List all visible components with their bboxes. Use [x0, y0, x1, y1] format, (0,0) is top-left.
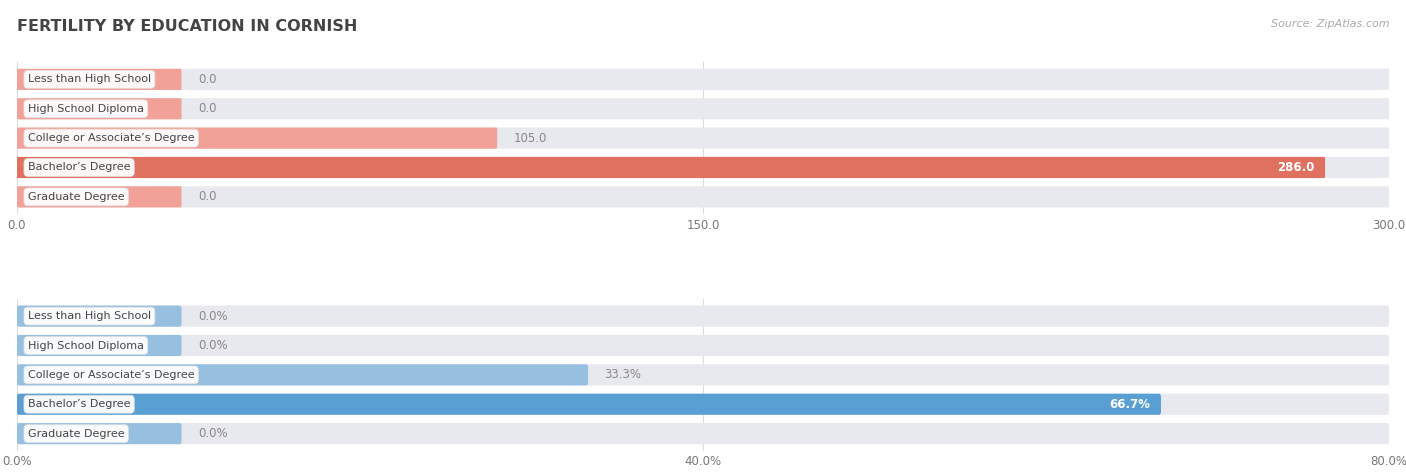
FancyBboxPatch shape	[17, 69, 1389, 90]
FancyBboxPatch shape	[17, 394, 1389, 415]
Text: College or Associate’s Degree: College or Associate’s Degree	[28, 370, 194, 380]
Text: High School Diploma: High School Diploma	[28, 104, 143, 114]
Text: 0.0%: 0.0%	[198, 310, 228, 323]
FancyBboxPatch shape	[17, 305, 181, 327]
FancyBboxPatch shape	[17, 98, 181, 119]
Text: 105.0: 105.0	[513, 132, 547, 144]
FancyBboxPatch shape	[17, 423, 1389, 444]
FancyBboxPatch shape	[17, 305, 1389, 327]
FancyBboxPatch shape	[17, 364, 588, 385]
Text: Less than High School: Less than High School	[28, 311, 150, 321]
Text: 0.0: 0.0	[198, 73, 217, 86]
Text: College or Associate’s Degree: College or Associate’s Degree	[28, 133, 194, 143]
Text: Source: ZipAtlas.com: Source: ZipAtlas.com	[1271, 19, 1389, 29]
FancyBboxPatch shape	[17, 128, 498, 149]
Text: Bachelor’s Degree: Bachelor’s Degree	[28, 399, 131, 409]
Text: 0.0: 0.0	[198, 190, 217, 203]
Text: 0.0%: 0.0%	[198, 339, 228, 352]
FancyBboxPatch shape	[17, 98, 1389, 119]
FancyBboxPatch shape	[17, 186, 1389, 208]
Text: FERTILITY BY EDUCATION IN CORNISH: FERTILITY BY EDUCATION IN CORNISH	[17, 19, 357, 34]
Text: 33.3%: 33.3%	[605, 369, 641, 381]
Text: Graduate Degree: Graduate Degree	[28, 192, 125, 202]
FancyBboxPatch shape	[17, 69, 181, 90]
Text: Bachelor’s Degree: Bachelor’s Degree	[28, 162, 131, 172]
Text: 0.0: 0.0	[198, 102, 217, 115]
FancyBboxPatch shape	[17, 157, 1389, 178]
FancyBboxPatch shape	[17, 335, 1389, 356]
Text: Graduate Degree: Graduate Degree	[28, 428, 125, 438]
Text: Less than High School: Less than High School	[28, 75, 150, 85]
FancyBboxPatch shape	[17, 364, 1389, 385]
Text: 66.7%: 66.7%	[1109, 398, 1150, 411]
FancyBboxPatch shape	[17, 128, 1389, 149]
FancyBboxPatch shape	[17, 423, 181, 444]
FancyBboxPatch shape	[17, 186, 181, 208]
Text: 286.0: 286.0	[1277, 161, 1315, 174]
FancyBboxPatch shape	[17, 335, 181, 356]
FancyBboxPatch shape	[17, 157, 1324, 178]
Text: 0.0%: 0.0%	[198, 427, 228, 440]
Text: High School Diploma: High School Diploma	[28, 341, 143, 351]
FancyBboxPatch shape	[17, 394, 1161, 415]
